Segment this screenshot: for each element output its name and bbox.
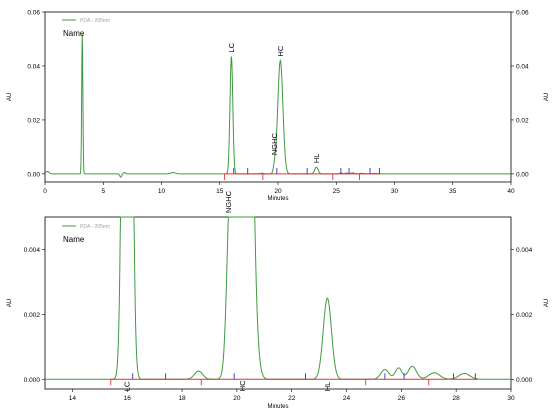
bot-peak-label-hc: HC [238,380,247,391]
bot-y-tick-label: 0.002 [24,312,41,319]
top-x-tick-label: 15 [216,188,224,195]
bottom-legend-label: PDA - 205nm [80,224,110,230]
bot-peak-label-lc: LC [123,381,132,391]
bot-x-tick-label: 28 [453,395,461,402]
bottom-name-label: Name [63,235,85,244]
bottom-chromatogram: 14 16 18 20 22 24 26 28 30 0.000 0.000 0.002 0.002 0.… [7,190,550,410]
bot-x-tick-label: 16 [124,395,132,402]
top-y-tick-label-right: 0.04 [516,63,529,70]
top-name-label: Name [63,29,85,38]
top-x-tick-label: 10 [158,188,166,195]
bot-y-tick-label-right: 0.004 [516,247,533,254]
bottom-trace-line [45,216,511,380]
bottom-y-axis-label-right: AU [544,299,550,307]
top-peak-label-nghc: NGHC [270,132,279,155]
top-trace-line [44,33,511,178]
top-y-axis-label: AU [7,93,13,101]
bot-x-tick-label: 14 [69,395,77,402]
bottom-y-axis-label: AU [7,299,13,307]
top-y-tick-label: 0.02 [27,117,40,124]
top-peak-label-lc: LC [227,42,236,52]
top-x-tick-label: 0 [43,188,47,195]
bot-peak-label-nghc: NGHC [224,190,233,213]
top-y-tick-label-right: 0.00 [516,171,529,178]
bot-y-tick-label-right: 0.002 [516,312,533,319]
top-peak-label-hl: HL [312,154,321,164]
top-legend-label: PDA - 205nm [80,18,110,24]
top-y-axis-label-right: AU [544,93,550,101]
bot-x-tick-label: 18 [178,395,186,402]
top-x-tick-label: 5 [101,188,105,195]
top-x-axis-label: Minutes [267,196,288,202]
bot-x-tick-label: 22 [288,395,296,402]
bot-x-tick-label: 24 [343,395,351,402]
bot-peak-label-hl: HL [323,382,332,392]
top-y-tick-label: 0.00 [27,171,40,178]
bottom-x-axis-label: Minutes [267,404,288,410]
bot-x-tick-label: 30 [507,395,515,402]
bot-y-tick-label: 0.004 [24,247,41,254]
top-chromatogram: 0 5 10 15 20 25 30 35 40 0.00 0.00 0.02 0.02 0.04 0.04… [7,10,550,203]
top-x-tick-label: 40 [507,188,515,195]
bot-x-tick-label: 20 [233,395,241,402]
top-x-tick-label: 25 [333,188,341,195]
top-peak-label-hc: HC [276,45,285,56]
bot-x-tick-label: 26 [398,395,406,402]
bottom-plot-frame [44,216,512,390]
top-x-tick-label: 35 [449,188,457,195]
top-x-tick-label: 30 [391,188,399,195]
top-y-tick-label-right: 0.06 [516,10,529,17]
bot-y-tick-label: 0.000 [24,377,41,384]
top-y-tick-label: 0.04 [27,63,40,70]
top-y-tick-label-right: 0.02 [516,117,529,124]
bot-y-tick-label-right: 0.000 [516,377,533,384]
top-x-tick-label: 20 [274,188,282,195]
top-y-tick-label: 0.06 [27,10,40,17]
